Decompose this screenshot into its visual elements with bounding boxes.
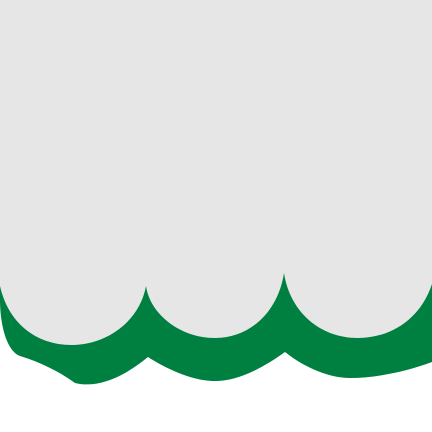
gray-panel [0, 0, 432, 345]
